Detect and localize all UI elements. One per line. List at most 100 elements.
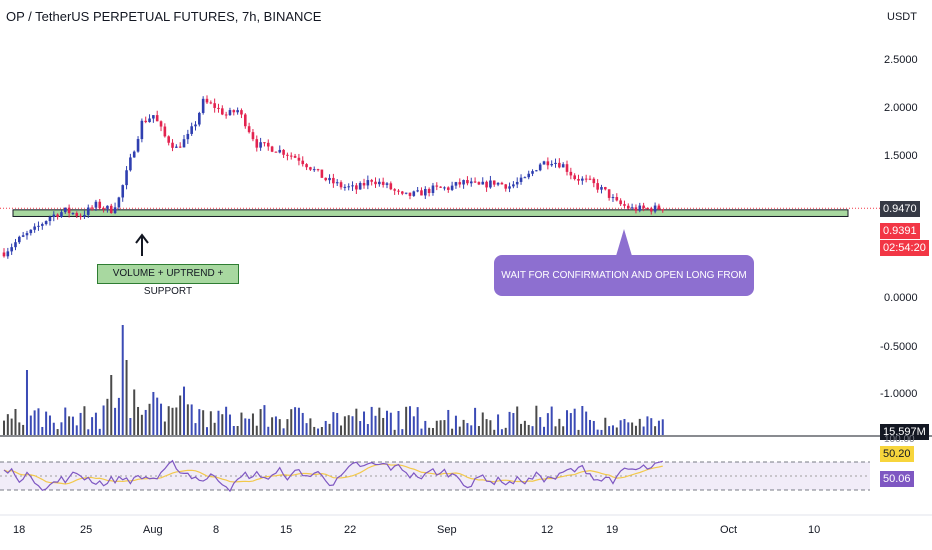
rsi-ma-tag: 50.20 <box>880 446 914 462</box>
candle-body <box>435 185 439 187</box>
candle-body <box>301 160 305 165</box>
candle-body <box>623 204 626 206</box>
volume-bar <box>569 413 572 435</box>
time-axis-tick: 22 <box>344 524 357 536</box>
volume-bar <box>470 425 473 435</box>
volume-bar <box>336 412 339 435</box>
volume-bar <box>251 413 254 435</box>
price-axis-tick: -1.0000 <box>880 388 918 400</box>
candle-body <box>98 201 102 209</box>
candle-body <box>75 213 79 216</box>
volume-bar <box>592 420 595 435</box>
price-axis-tick: -0.5000 <box>880 341 918 353</box>
candle-body <box>657 205 661 210</box>
volume-bar <box>627 422 630 435</box>
volume-bar <box>523 420 526 435</box>
candle-body <box>489 180 492 188</box>
volume-bar <box>240 412 243 435</box>
candle-body <box>213 103 216 108</box>
volume-bar <box>634 425 637 435</box>
volume-bar <box>294 407 297 435</box>
candle-body <box>462 180 465 185</box>
candle-body <box>347 186 350 188</box>
volume-bar <box>286 419 289 435</box>
volume-bar <box>64 407 67 435</box>
volume-bar <box>642 426 645 435</box>
volume-bar <box>56 429 59 435</box>
volume-bar <box>301 412 304 435</box>
volume-bar <box>355 408 358 435</box>
candle-body <box>79 215 82 217</box>
volume-bar <box>48 415 51 435</box>
candle-body <box>535 170 538 172</box>
candle-body <box>182 139 186 148</box>
volume-bar <box>347 415 350 435</box>
volume-bar <box>79 412 82 435</box>
volume-bar <box>611 425 614 435</box>
candle-body <box>496 182 500 185</box>
volume-bar <box>474 407 477 435</box>
volume-bar <box>6 414 9 435</box>
volume-bar <box>386 410 388 435</box>
volume-bar <box>198 409 201 435</box>
candle-body <box>159 121 163 127</box>
candle-body <box>90 207 94 209</box>
price-axis-tick: 1.5000 <box>884 150 918 162</box>
volume-bar <box>512 413 515 435</box>
volume-bar <box>359 421 362 435</box>
candle-body <box>167 136 170 143</box>
time-axis-tick: 10 <box>808 524 821 536</box>
candle-body <box>144 120 148 123</box>
candle-body <box>404 192 408 194</box>
candle-body <box>86 207 90 215</box>
candle-body <box>604 187 607 190</box>
candle-body <box>309 167 312 170</box>
candle-body <box>2 252 6 257</box>
candle-body <box>121 185 125 198</box>
volume-bar <box>324 420 327 435</box>
candle-body <box>615 197 619 201</box>
candle-body <box>443 187 446 189</box>
candle-body <box>408 192 412 196</box>
candle-body <box>94 201 98 208</box>
candle-body <box>148 118 151 123</box>
volume-bar <box>160 403 163 435</box>
volume-bar <box>121 325 124 435</box>
volume-bar <box>22 424 25 435</box>
volume-bar <box>424 420 427 435</box>
candle-body <box>374 181 377 185</box>
volume-bar <box>520 423 523 435</box>
candle-body <box>305 164 308 168</box>
volume-bar <box>87 429 90 435</box>
candle-body <box>175 146 178 148</box>
volume-bar <box>98 428 101 435</box>
volume-bar <box>263 405 266 435</box>
candle-body <box>320 169 324 178</box>
volume-bar <box>52 422 55 435</box>
volume-bar <box>550 406 553 435</box>
volume-bar <box>190 404 193 435</box>
candle-body <box>492 180 496 185</box>
support-zone <box>12 209 849 217</box>
time-axis-tick: 15 <box>280 524 293 536</box>
volume-bar <box>255 425 258 435</box>
candle-body <box>14 242 17 248</box>
candle-body <box>439 186 442 188</box>
volume-bar <box>451 428 454 435</box>
candle-body <box>6 251 10 257</box>
volume-bar <box>596 429 599 435</box>
volume-bar <box>183 386 186 435</box>
candle-body <box>171 142 174 148</box>
volume-bar <box>83 406 86 435</box>
candle-body <box>18 236 21 243</box>
volume-bar <box>209 411 212 435</box>
candle-body <box>630 207 634 209</box>
candle-body <box>312 169 316 171</box>
volume-bar <box>516 406 519 435</box>
volume-bar <box>343 416 346 435</box>
volume-bar <box>539 417 542 435</box>
volume-bar <box>41 426 44 435</box>
price-axis-tick: 2.0000 <box>884 102 918 114</box>
candle-body <box>41 224 44 226</box>
